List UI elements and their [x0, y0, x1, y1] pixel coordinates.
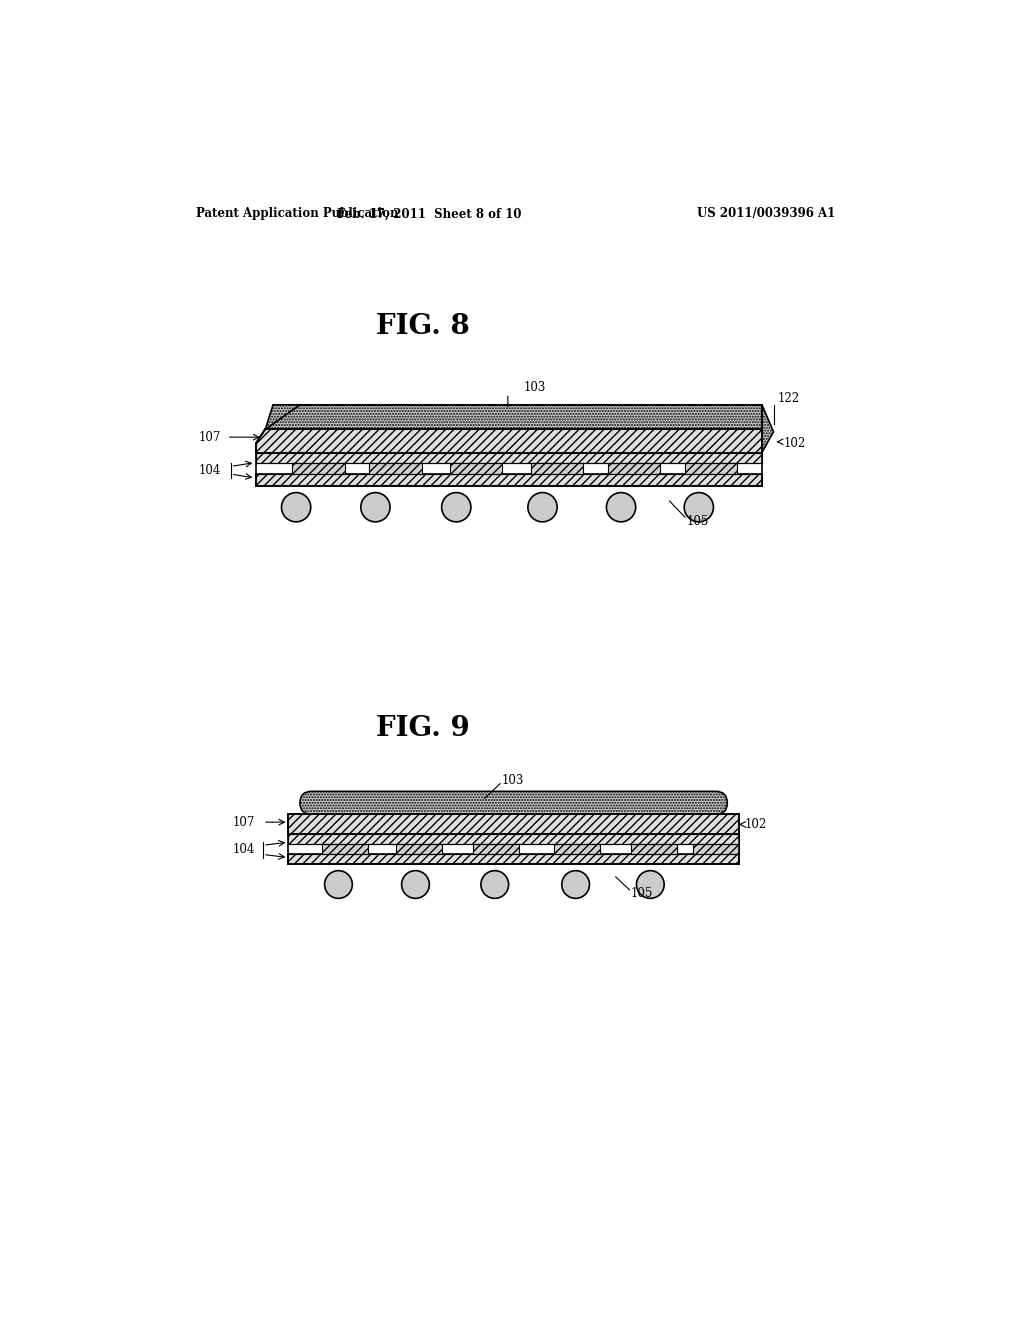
Text: 105: 105: [631, 887, 653, 900]
Polygon shape: [631, 843, 677, 854]
Text: 102: 102: [783, 437, 806, 450]
Text: 105: 105: [686, 515, 709, 528]
Circle shape: [282, 492, 310, 521]
Circle shape: [562, 871, 590, 899]
Polygon shape: [554, 843, 600, 854]
Polygon shape: [370, 462, 422, 474]
Polygon shape: [473, 843, 519, 854]
Circle shape: [441, 492, 471, 521]
Polygon shape: [265, 405, 762, 429]
Text: 104: 104: [232, 842, 255, 855]
Polygon shape: [289, 854, 739, 863]
FancyBboxPatch shape: [300, 792, 727, 814]
Circle shape: [481, 871, 509, 899]
Polygon shape: [322, 843, 368, 854]
Circle shape: [528, 492, 557, 521]
Polygon shape: [396, 843, 442, 854]
Polygon shape: [289, 834, 739, 843]
Polygon shape: [451, 462, 503, 474]
Text: FIG. 8: FIG. 8: [376, 313, 470, 339]
Polygon shape: [256, 453, 762, 462]
Text: 103: 103: [523, 381, 546, 395]
Circle shape: [637, 871, 665, 899]
Polygon shape: [762, 405, 773, 453]
Circle shape: [401, 871, 429, 899]
Polygon shape: [531, 462, 584, 474]
Text: FIG. 9: FIG. 9: [376, 714, 470, 742]
Text: 104: 104: [199, 463, 221, 477]
Polygon shape: [608, 462, 660, 474]
Polygon shape: [692, 843, 739, 854]
Text: 107: 107: [232, 816, 255, 829]
Text: 102: 102: [745, 818, 767, 832]
Circle shape: [360, 492, 390, 521]
Text: 107: 107: [199, 430, 221, 444]
Polygon shape: [256, 429, 762, 453]
Circle shape: [325, 871, 352, 899]
Polygon shape: [685, 462, 737, 474]
Circle shape: [606, 492, 636, 521]
Text: 103: 103: [502, 774, 524, 787]
Circle shape: [684, 492, 714, 521]
Polygon shape: [292, 462, 345, 474]
Text: US 2011/0039396 A1: US 2011/0039396 A1: [696, 207, 835, 220]
Text: Feb. 17, 2011  Sheet 8 of 10: Feb. 17, 2011 Sheet 8 of 10: [337, 207, 521, 220]
Polygon shape: [256, 474, 762, 486]
Polygon shape: [289, 814, 739, 834]
Text: 122: 122: [777, 392, 800, 405]
Text: Patent Application Publication: Patent Application Publication: [196, 207, 398, 220]
